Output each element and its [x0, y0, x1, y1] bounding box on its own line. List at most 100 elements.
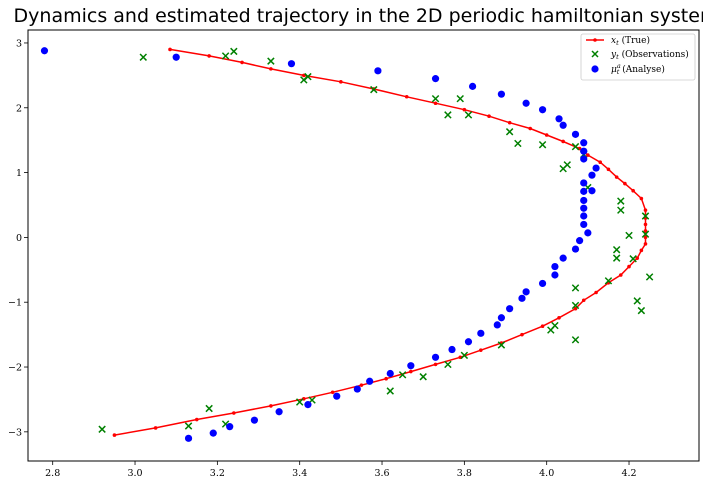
true-point	[614, 175, 619, 179]
x-tick-label: 3.6	[374, 468, 389, 479]
true-point	[330, 390, 335, 395]
true-point	[544, 133, 549, 137]
legend-label-observations: yt (Observations)	[610, 49, 689, 61]
analyse-point	[333, 392, 341, 400]
x-tick-label: 2.8	[45, 468, 60, 479]
true-point	[573, 306, 578, 311]
true-point	[433, 101, 438, 106]
analyse-point	[580, 187, 588, 195]
analyse-point	[580, 196, 588, 205]
ticks-layer: 2.8 3.0 3.2 3.4 3.6 3.8 4.0 4.2 −3 −2 −1 0 1 2 3	[8, 38, 637, 479]
analyse-point	[580, 220, 588, 229]
true-point	[643, 242, 648, 246]
analyse-point	[580, 147, 588, 155]
analyse-point	[571, 245, 580, 253]
series-2	[40, 47, 600, 442]
true-point	[631, 188, 635, 193]
series-1	[98, 47, 654, 433]
true-point	[627, 264, 631, 269]
y-tick-label: 1	[16, 168, 22, 179]
true-point	[540, 324, 545, 328]
observation-point	[419, 373, 427, 381]
analyse-point	[431, 75, 440, 83]
observation-point	[563, 161, 572, 169]
analyse-point	[538, 279, 547, 288]
observation-point	[571, 284, 580, 292]
x-tick-label: 3.4	[292, 468, 307, 479]
true-point	[606, 167, 611, 172]
analyse-point	[304, 401, 312, 409]
observation-point	[571, 336, 580, 344]
true-point	[112, 433, 117, 437]
true-point	[507, 120, 512, 125]
observation-point	[617, 206, 625, 214]
true-point	[240, 60, 244, 65]
true-point	[462, 107, 467, 112]
analyse-point	[172, 53, 180, 61]
true-point	[643, 222, 648, 227]
legend-sub-observations: t	[616, 53, 619, 61]
observation-point	[604, 277, 613, 285]
x-tick-label: 3.0	[127, 468, 142, 479]
analyse-point	[580, 139, 588, 147]
analyse-point	[209, 429, 217, 437]
true-point	[269, 404, 273, 408]
true-point	[581, 298, 586, 303]
observation-point	[444, 360, 452, 369]
analyse-point	[559, 121, 567, 129]
observation-point	[370, 85, 378, 94]
true-point	[153, 426, 158, 430]
analyse-point	[226, 423, 234, 431]
observation-point	[431, 94, 440, 103]
analyse-point	[588, 171, 596, 179]
observation-point	[295, 398, 304, 406]
true-point	[520, 332, 524, 337]
observation-point	[304, 72, 312, 81]
legend-marker-observations	[591, 50, 599, 58]
analyse-point	[275, 408, 283, 416]
observation-point	[629, 255, 637, 263]
analyse-point	[184, 434, 193, 442]
true-point	[643, 208, 648, 212]
true-point	[269, 67, 273, 71]
observation-point	[267, 57, 275, 65]
true-point	[359, 383, 364, 387]
observation-point	[184, 422, 193, 430]
true-point	[339, 80, 343, 84]
analyse-point	[493, 321, 501, 329]
observation-point	[633, 297, 641, 305]
true-point	[528, 126, 533, 131]
true-point	[639, 248, 644, 253]
analyse-point	[407, 362, 415, 370]
observation-point	[221, 52, 230, 60]
observation-point	[625, 231, 633, 240]
true-point	[487, 114, 491, 118]
analyse-point	[571, 130, 580, 138]
y-tick-label: −2	[8, 363, 22, 374]
x-tick-label: 3.8	[457, 468, 472, 479]
true-point	[384, 376, 388, 381]
legend-rest-observations: (Observations)	[619, 49, 689, 60]
true-point	[479, 348, 483, 352]
analyse-point	[497, 314, 506, 322]
true-point	[639, 196, 644, 201]
true-point	[586, 153, 590, 157]
y-tick-label: 2	[16, 103, 22, 114]
analyse-point	[588, 187, 596, 195]
analyse-point	[448, 345, 456, 354]
legend-sub-analyse: t	[617, 68, 620, 76]
observation-point	[398, 371, 407, 379]
analyse-point	[555, 115, 563, 123]
analyse-point	[497, 90, 506, 98]
legend-rest-analyse: (Analyse)	[619, 64, 664, 75]
legend: xt (True) yt (Observations) μa t (Analyse…	[580, 33, 696, 81]
true-point	[623, 181, 627, 186]
observation-point	[464, 111, 473, 119]
true-point	[409, 369, 413, 374]
analyse-point	[386, 369, 394, 378]
legend-sub-true: t	[616, 39, 619, 47]
analyse-point	[580, 155, 588, 163]
analyse-point	[477, 329, 485, 337]
true-point	[207, 54, 211, 58]
